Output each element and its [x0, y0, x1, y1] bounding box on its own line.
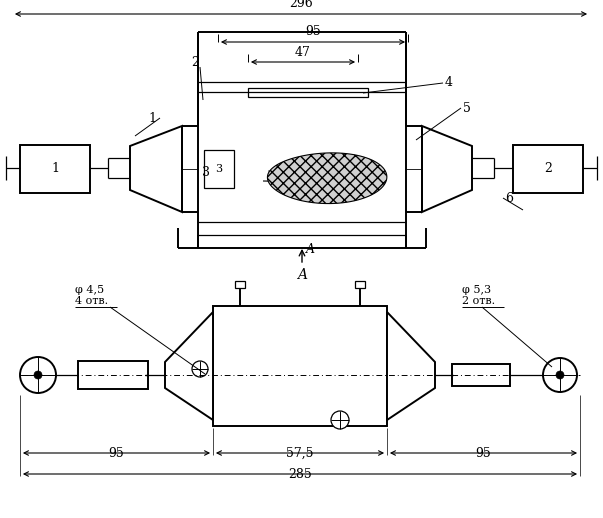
Text: 2: 2 [544, 163, 552, 176]
Text: 2 отв.: 2 отв. [462, 296, 495, 306]
Text: 285: 285 [288, 468, 312, 481]
Text: 1: 1 [148, 111, 156, 124]
Bar [513, 145, 583, 193]
Polygon shape [387, 312, 435, 420]
Circle shape [331, 411, 349, 429]
Text: 95: 95 [305, 25, 321, 38]
Circle shape [34, 371, 42, 379]
Text: 2: 2 [191, 55, 199, 68]
Polygon shape [165, 312, 213, 420]
Text: 5: 5 [463, 102, 471, 114]
Circle shape [20, 357, 56, 393]
Circle shape [192, 361, 208, 377]
Bar [235, 281, 245, 288]
Text: 95: 95 [109, 447, 124, 460]
Circle shape [556, 371, 564, 379]
Text: φ 4,5: φ 4,5 [75, 285, 104, 295]
Bar [355, 281, 365, 288]
Text: 4: 4 [445, 77, 453, 90]
Text: 4 отв.: 4 отв. [75, 296, 108, 306]
Bar [248, 88, 368, 97]
Text: φ 5,3: φ 5,3 [462, 285, 491, 295]
Bar [20, 145, 90, 193]
Text: 47: 47 [295, 46, 311, 59]
Bar [213, 306, 387, 426]
Bar [78, 361, 148, 389]
Text: 57,5: 57,5 [286, 447, 314, 460]
Text: A: A [297, 268, 307, 282]
Bar [452, 364, 510, 386]
Text: 3: 3 [202, 166, 210, 180]
Text: 6: 6 [505, 192, 513, 205]
Polygon shape [267, 153, 387, 204]
Bar [204, 150, 234, 188]
Text: 296: 296 [289, 0, 313, 10]
Polygon shape [130, 126, 182, 212]
Text: 1: 1 [51, 163, 59, 176]
Text: A: A [306, 243, 315, 256]
Text: 95: 95 [476, 447, 491, 460]
Circle shape [543, 358, 577, 392]
Text: 3: 3 [215, 164, 223, 174]
Polygon shape [422, 126, 472, 212]
